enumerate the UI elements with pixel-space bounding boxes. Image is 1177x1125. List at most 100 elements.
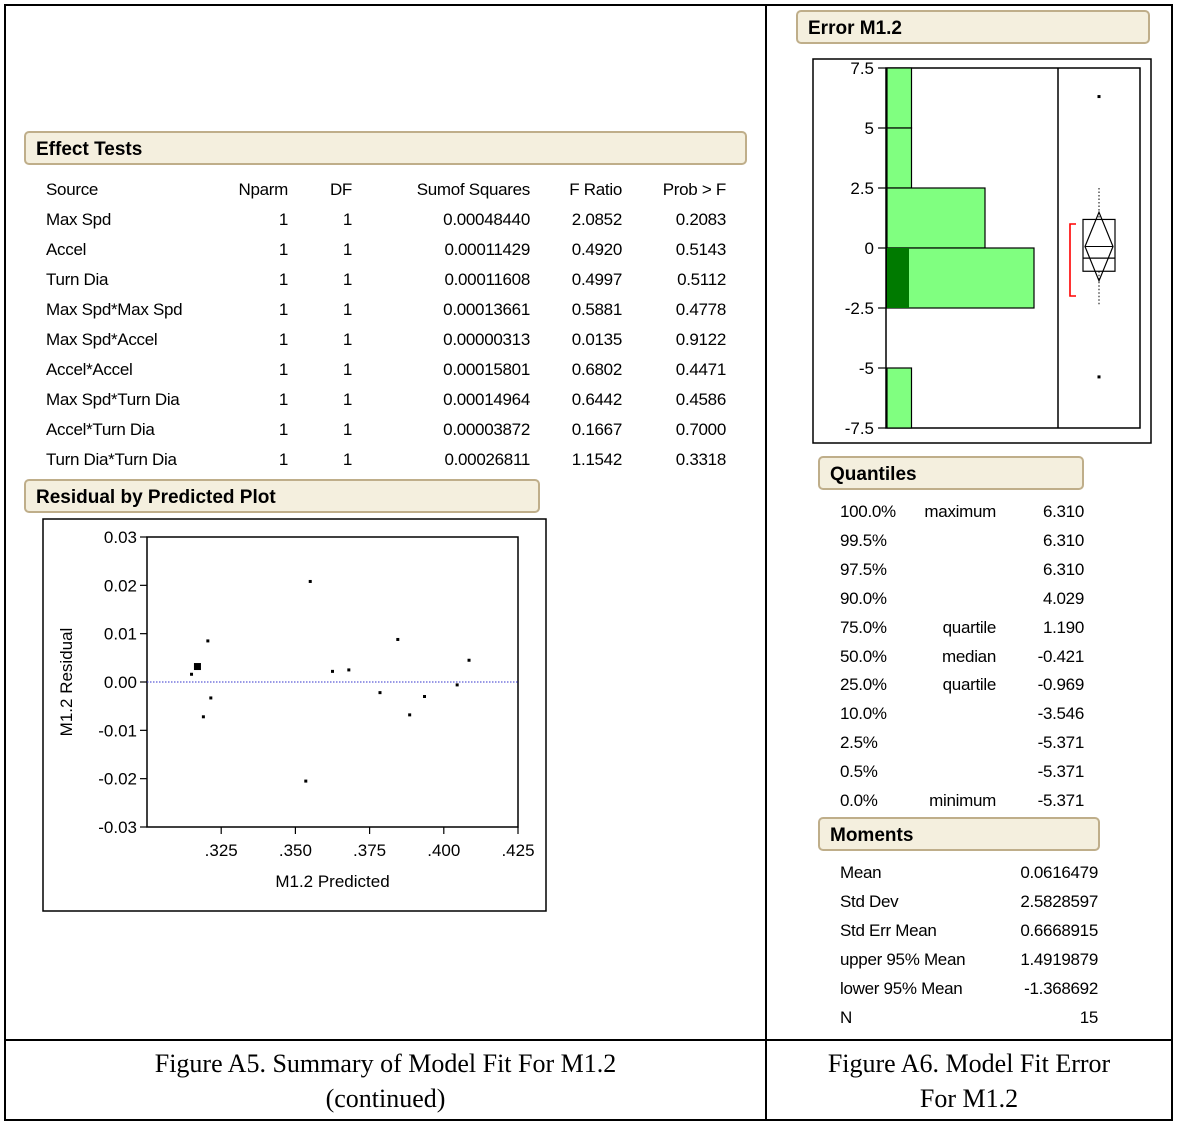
histogram-bar-highlight (887, 248, 909, 308)
effect-tests-cell: 1 (342, 330, 352, 349)
effect-tests-cell: 1.1542 (571, 450, 623, 469)
histogram-bar (886, 247, 1035, 309)
effect-tests-cell: 0.4920 (571, 240, 623, 259)
moments-cell: Std Err Mean (840, 921, 937, 940)
effect-tests-cell: 0.3318 (675, 450, 727, 469)
frame-divider-vertical (765, 4, 767, 1121)
effect-tests-cell: 1 (278, 240, 288, 259)
quantiles-cell: -5.371 (1037, 733, 1085, 753)
quantiles-cell: 97.5% (840, 559, 887, 579)
effect-tests-cell: 0.9122 (675, 330, 727, 349)
effect-tests-column-header: F Ratio (569, 180, 622, 199)
y-tick-label: 0.03 (104, 528, 137, 547)
data-point (304, 779, 308, 783)
effect-tests-cell: 1 (342, 360, 352, 379)
y-tick-label: -2.5 (845, 299, 874, 318)
frame-right (1171, 4, 1173, 1121)
caption-right-line2: For M1.2 (919, 1084, 1019, 1113)
data-point (331, 669, 334, 673)
x-axis-label: M1.2 Predicted (275, 872, 389, 891)
quantiles-header[interactable]: Quantiles (818, 456, 1084, 490)
histogram-bar (886, 67, 913, 129)
data-point (308, 579, 312, 583)
caption-right-line1: Figure A6. Model Fit Error (827, 1049, 1111, 1078)
frame-left (4, 4, 6, 1121)
outlier-point (1097, 95, 1101, 99)
y-tick-label: -0.01 (98, 721, 137, 740)
moments-cell: -1.368692 (1024, 979, 1098, 998)
quantiles-cell: 0.5% (840, 762, 878, 782)
effect-tests-cell: 0.4997 (571, 270, 623, 289)
effect-tests-cell: 1 (342, 300, 352, 319)
quantiles-cell: 10.0% (840, 704, 887, 724)
caption-left-line2: (continued) (325, 1084, 446, 1113)
effect-tests-header[interactable]: Effect Tests (24, 131, 747, 165)
effect-tests-column-header: Source (46, 180, 99, 199)
effect-tests-cell: Turn Dia (46, 270, 109, 289)
moments-cell: N (840, 1008, 852, 1027)
quantiles-cell: 0.0% (840, 791, 878, 810)
residual-plot-header[interactable]: Residual by Predicted Plot (24, 479, 540, 513)
effect-tests-cell: 0.00000313 (443, 330, 530, 349)
quantiles-cell: 99.5% (840, 530, 887, 550)
effect-tests-cell: 0.00026811 (444, 450, 530, 469)
quantiles-cell: -5.371 (1037, 762, 1085, 782)
moments-cell: Mean (840, 863, 882, 882)
quantiles-cell: -5.371 (1037, 791, 1085, 810)
quantiles-cell: 90.0% (840, 588, 887, 608)
effect-tests-cell: Accel*Turn Dia (46, 420, 155, 439)
effect-tests-cell: Max Spd*Accel (46, 330, 158, 349)
quantiles-cell: 6.310 (1042, 530, 1084, 550)
effect-tests-cell: 0.00011608 (444, 270, 530, 289)
effect-tests-cell: 1 (278, 360, 288, 379)
quantiles-cell: -0.421 (1037, 646, 1085, 666)
data-point (206, 639, 210, 643)
quantiles-cell: median (942, 646, 996, 666)
moments-cell: 15 (1079, 1008, 1099, 1027)
effect-tests-cell: 0.4586 (675, 390, 727, 409)
effect-tests-cell: 0.6442 (571, 390, 623, 409)
box-plot-box (1082, 218, 1116, 272)
effect-tests-cell: 1 (278, 420, 288, 439)
effect-tests-cell: 1 (278, 270, 288, 289)
plot-frame (42, 518, 547, 912)
y-tick-label: 7.5 (850, 59, 874, 78)
effect-tests-cell: 1 (342, 390, 352, 409)
effect-tests-cell: Turn Dia*Turn Dia (46, 450, 177, 469)
moments-header[interactable]: Moments (818, 817, 1100, 851)
effect-tests-column-header: Prob > F (662, 180, 727, 199)
effect-tests-cell: 0.1667 (571, 420, 623, 439)
frame-top (4, 4, 1173, 6)
effect-tests-cell: 0.00011429 (444, 240, 530, 259)
outlier-point (1097, 375, 1101, 379)
y-axis-label: M1.2 Residual (57, 628, 76, 737)
effect-tests-cell: 1 (278, 450, 288, 469)
effect-tests-cell: Max Spd*Max Spd (46, 300, 183, 319)
x-tick-label: .375 (353, 841, 386, 860)
effect-tests-cell: 1 (278, 330, 288, 349)
quantiles-cell: 100.0% (840, 502, 896, 521)
effect-tests-cell: 0.6802 (571, 360, 623, 379)
data-point (190, 672, 194, 676)
moments-cell: 1.4919879 (1020, 950, 1098, 969)
effect-tests-cell: 0.5143 (675, 240, 727, 259)
y-tick-label: 0 (865, 239, 874, 258)
error-distribution-chart: 7.5 5 2.5 0 -2.5 -5 -7.5 (812, 58, 1152, 444)
quantiles-cell: 75.0% (840, 617, 887, 637)
x-tick-label: .325 (205, 841, 238, 860)
quantiles-cell: minimum (929, 791, 996, 810)
data-point (455, 683, 459, 687)
data-point (423, 695, 427, 698)
quantiles-cell: -3.546 (1037, 704, 1085, 724)
effect-tests-cell: 0.0135 (571, 330, 623, 349)
caption-left-line1: Figure A5. Summary of Model Fit For M1.2 (154, 1049, 617, 1078)
moments-cell: Std Dev (840, 892, 899, 911)
y-tick-label: 0.01 (104, 625, 137, 644)
frame-bottom (4, 1119, 1173, 1121)
y-tick-label: -5 (859, 359, 874, 378)
quantiles-cell: quartile (942, 617, 997, 637)
data-point (396, 637, 400, 641)
error-panel-header[interactable]: Error M1.2 (796, 10, 1150, 44)
effect-tests-cell: Accel*Accel (46, 360, 133, 379)
x-tick-label: .350 (279, 841, 312, 860)
